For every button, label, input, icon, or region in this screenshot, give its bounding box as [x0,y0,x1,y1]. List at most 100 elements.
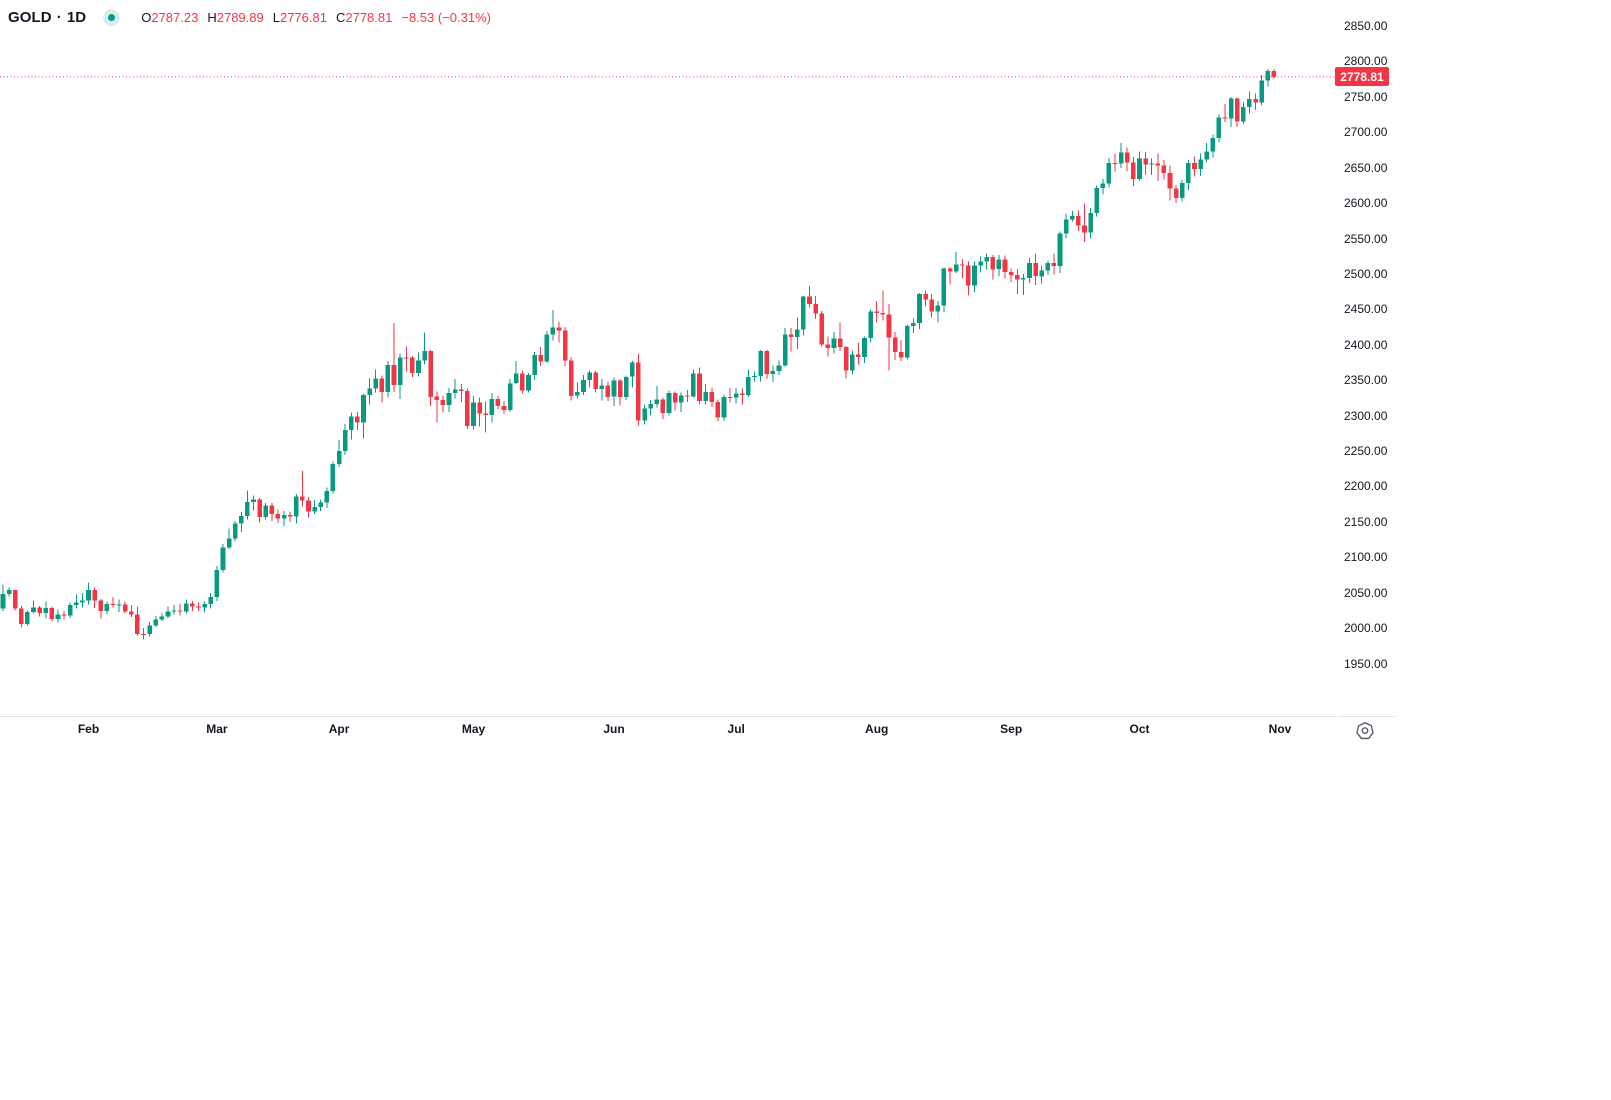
symbol-title[interactable]: GOLD · 1D [8,9,86,26]
candle [422,332,427,365]
candle [122,601,128,614]
candle [1015,269,1020,295]
candle [801,295,806,336]
candle [0,584,6,611]
candle [257,497,262,523]
candle [458,383,464,402]
candle [214,566,220,601]
market-status-icon[interactable] [103,8,121,26]
candle [1234,97,1240,128]
candle [171,604,177,615]
candle [190,601,195,611]
candle [636,354,641,426]
candle [1033,253,1038,285]
candle [1106,157,1112,188]
candle [336,439,342,468]
candle [312,500,317,514]
candle [349,412,354,440]
candle [526,372,531,393]
candle [165,606,171,618]
candle [428,350,433,406]
candle [37,605,42,617]
time-axis[interactable]: Feb Mar Apr May Jun Jul Aug Sep Oct Nov [0,716,1337,747]
candle [1143,152,1148,175]
candle [617,379,623,406]
candle [80,592,85,608]
candle [746,369,751,397]
candle [104,601,110,615]
candle [1173,184,1179,203]
candlestick-plot[interactable] [0,0,1340,716]
candle [269,502,275,521]
candle [1088,208,1093,239]
candle [239,512,244,533]
candle [819,311,824,347]
candle [752,371,757,382]
candle [287,511,293,522]
candle [575,382,580,399]
candle [1216,114,1222,142]
last-price-badge[interactable]: 2778.81 [1335,67,1389,87]
candle [923,290,928,307]
candle [19,605,24,628]
candle [1204,143,1209,163]
price-tick-label: 2100.00 [1344,550,1388,565]
price-tick-label: 1950.00 [1344,656,1388,671]
candle [1155,153,1161,181]
candle [795,317,800,349]
price-axis[interactable]: 2778.81 2850.00 2800.00 2750.00 2700.00 2650… [1335,0,1395,716]
candle [404,346,409,372]
candle [1161,160,1167,180]
time-axis-settings-button[interactable] [1353,719,1377,743]
candle [513,360,519,385]
time-axis-month-label: Jun [603,722,625,736]
candle [306,496,311,518]
candle [1192,156,1197,177]
candle [324,487,330,509]
candle [74,594,79,609]
candle [672,391,678,411]
candle [1179,179,1185,202]
candle [1094,185,1099,217]
candle [232,520,238,542]
price-tick-label: 2450.00 [1344,302,1388,317]
candle [538,347,543,366]
candle [1124,147,1130,171]
candle [813,296,818,319]
price-tick-label: 2600.00 [1344,196,1388,211]
candle [740,388,745,405]
candle [1222,104,1228,123]
candle [25,610,30,626]
candle [1247,91,1252,114]
candle [892,332,898,361]
candle [990,254,996,280]
candle [721,394,727,421]
candle [446,388,452,412]
candle [837,322,843,351]
candle [391,322,397,392]
candle [966,261,971,296]
candle [874,301,879,323]
candle [1167,165,1173,201]
candle [43,601,49,619]
price-tick-label: 2650.00 [1344,160,1388,175]
candle [477,397,482,427]
candle [1057,231,1063,273]
candle [507,379,513,412]
candle [98,598,104,619]
open-value: O2787.23 [141,9,199,25]
candle [416,352,421,377]
candle [886,303,892,371]
axis-corner [1339,716,1395,747]
candle [1021,274,1026,295]
candle [935,301,941,323]
candle [141,628,146,640]
candle [129,605,134,617]
candle [196,602,201,612]
symbol-interval-separator: · [56,8,62,26]
time-axis-month-label: Feb [77,722,100,736]
candle [31,600,36,614]
candle [1112,153,1118,172]
time-axis-month-label: Sep [1000,722,1023,736]
candle [880,290,886,321]
